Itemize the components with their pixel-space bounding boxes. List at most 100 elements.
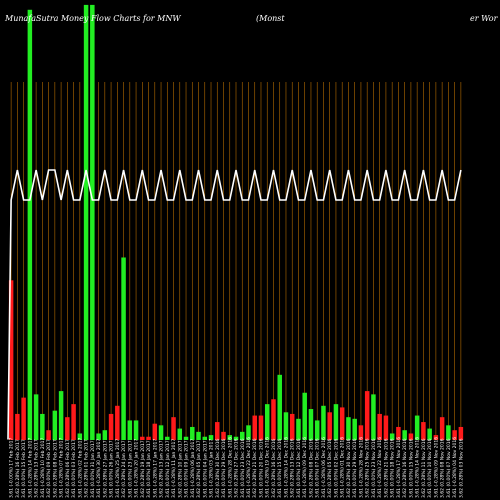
- volume-bar: [183, 436, 189, 440]
- x-tick-label: 3.61 (-0.28%) 22 Nov 2016: [377, 437, 383, 498]
- volume-bar: [208, 435, 214, 440]
- volume-bar: [408, 433, 414, 440]
- x-tick-label: 3.61 (-0.28%) 09 Dec 2016: [302, 437, 308, 498]
- volume-bar: [252, 415, 257, 440]
- volume-bar: [452, 430, 457, 440]
- x-tick-label: 3.61 (0.00%) 20 Dec 2016: [258, 438, 264, 498]
- x-tick-label: 3.61 (0.00%) 23 Nov 2016: [371, 438, 377, 498]
- volume-bar: [227, 435, 232, 440]
- volume-bar: [83, 4, 89, 440]
- volume-bar: [90, 4, 95, 440]
- x-tick-label: 3.61 (0.00%) 12 Jan 2017: [165, 440, 171, 498]
- x-tick-label: 3.61 (0.00%) 09 Jan 2017: [184, 440, 190, 498]
- x-tick-label: 3.62 (0.28%) 30 Nov 2016: [346, 438, 352, 498]
- x-tick-label: 3.61 (-0.28%) 10 Feb 2017: [40, 438, 46, 498]
- x-tick-label: 3.61 (-0.28%) 28 Dec 2016: [227, 437, 233, 498]
- volume-bar: [433, 435, 439, 440]
- x-tick-label: 3.61 (0.00%) 02 Dec 2016: [333, 438, 339, 498]
- volume-bar: [302, 392, 307, 440]
- x-tick-label: 3.62 (0.28%) 16 Feb 2017: [15, 439, 21, 498]
- volume-bar: [177, 428, 183, 440]
- x-tick-label: 3.62 (0.28%) 01 Feb 2017: [84, 439, 90, 498]
- x-tick-label: 3.62 (0.28%) 13 Feb 2017: [34, 439, 40, 498]
- volume-bar: [271, 399, 276, 440]
- x-tick-label: 3.62 (0.28%) 06 Feb 2017: [65, 439, 71, 498]
- x-tick-label: 3.62 (0.28%) 30 Dec 2016: [215, 438, 221, 498]
- x-tick-label: 3.61 (-0.28%) 03 Jan 2017: [209, 439, 215, 498]
- volume-bar: [277, 374, 282, 440]
- volume-bar: [414, 415, 420, 440]
- x-tick-label: 3.61 (0.00%) 29 Dec 2016: [221, 438, 227, 498]
- volume-bar: [52, 410, 58, 440]
- volume-bar: [321, 405, 326, 440]
- x-tick-label: 3.62 (0.28%) 27 Dec 2016: [234, 438, 240, 498]
- x-tick-label: 3.61 (-0.28%) 20 Jan 2017: [134, 439, 140, 498]
- x-tick-label: 3.61 (0.00%) 07 Dec 2016: [315, 438, 321, 498]
- x-tick-label: 3.61 (-0.28%) 07 Feb 2017: [59, 438, 65, 498]
- volume-bar: [289, 413, 295, 440]
- volume-bar: [258, 415, 264, 440]
- x-tick-label: 3.61 (-0.28%) 04 Nov 2016: [452, 437, 458, 498]
- x-tick-label: 3.61 (-0.28%) 25 Jan 2017: [115, 439, 121, 498]
- x-tick-label: 3.61 (0.00%) 15 Nov 2016: [408, 438, 414, 498]
- volume-bar: [146, 436, 151, 440]
- x-tick-label: 3.61 (-0.28%) 22 Dec 2016: [246, 437, 252, 498]
- x-tick-labels: 3.61 (-0.00%) 17 Feb 2017 3.62 (0.28%) 16…: [9, 437, 465, 498]
- volume-bar: [346, 417, 351, 440]
- x-tick-label: 3.62 (0.28%) 19 Jan 2017: [140, 440, 146, 498]
- volume-bar: [27, 9, 33, 441]
- volume-bar: [427, 428, 432, 440]
- volume-bar: [383, 415, 389, 440]
- volume-bar: [196, 431, 201, 440]
- volume-bar: [458, 426, 464, 440]
- x-tick-label: 3.62 (0.28%) 13 Jan 2017: [159, 440, 165, 498]
- volume-bar: [364, 391, 370, 440]
- x-tick-label: 3.62 (0.28%) 13 Dec 2016: [290, 438, 296, 498]
- volume-bar: [215, 422, 220, 440]
- volume-bar: [40, 413, 45, 440]
- volume-bar: [421, 422, 426, 440]
- volume-bar: [121, 257, 126, 440]
- x-tick-label: 3.61 (-0.28%) 17 Jan 2017: [152, 439, 158, 498]
- x-tick-label: 3.61 (0.00%) 29 Nov 2016: [352, 438, 358, 498]
- x-tick-label: 3.61 (0.00%) 15 Feb 2017: [21, 439, 27, 498]
- x-tick-label: 3.62 (0.28%) 24 Jan 2017: [121, 440, 127, 498]
- x-tick-label: 3.62 (0.28%) 16 Dec 2016: [271, 438, 277, 498]
- x-tick-label: 3.61 (0.00%) 18 Nov 2016: [390, 438, 396, 498]
- x-tick-label: 3.61 (0.00%) 23 Dec 2016: [240, 438, 246, 498]
- volume-bar: [165, 436, 170, 440]
- x-tick-label: 3.62 (0.28%) 25 Nov 2016: [365, 438, 371, 498]
- volume-bar: [314, 420, 320, 440]
- volume-bar: [15, 413, 20, 440]
- x-tick-label: 3.61 (-0.28%) 06 Dec 2016: [321, 437, 327, 498]
- x-tick-label: 3.61 (-0.28%) 11 Jan 2017: [171, 439, 177, 498]
- x-tick-label: 3.61 (0.00%) 04 Jan 2017: [202, 440, 208, 498]
- volume-bar: [96, 433, 101, 440]
- volume-bar: [190, 426, 195, 440]
- chart-title-left: MunafaSutra Money Flow Charts for MNW: [4, 14, 181, 23]
- x-tick-label: 3.62 (0.28%) 21 Nov 2016: [383, 438, 389, 498]
- volume-bar: [246, 425, 251, 440]
- x-tick-label: 3.61 (-0.28%) 01 Dec 2016: [340, 437, 346, 498]
- volume-bar: [127, 420, 133, 440]
- x-tick-label: 3.62 (0.28%) 21 Dec 2016: [252, 438, 258, 498]
- volume-bar: [396, 426, 401, 440]
- volume-bar: [102, 430, 108, 440]
- volume-bar: [158, 425, 164, 440]
- volume-bar: [333, 404, 339, 440]
- volume-bar: [233, 436, 239, 440]
- volume-bar: [389, 433, 395, 440]
- x-tick-label: 3.61 (-0.28%) 30 Jan 2017: [96, 439, 102, 498]
- volume-bar: [264, 404, 270, 440]
- volume-bar: [446, 425, 451, 440]
- x-tick-label: 3.62 (0.28%) 05 Jan 2017: [196, 440, 202, 498]
- volume-bar: [65, 417, 70, 440]
- x-tick-label: 3.61 (0.00%) 03 Feb 2017: [71, 439, 77, 498]
- x-tick-label: 3.61 (0.00%) 18 Jan 2017: [146, 440, 152, 498]
- volume-bar: [358, 425, 364, 440]
- volume-bar: [58, 391, 64, 440]
- x-tick-label: 3.61 (0.00%) 23 Jan 2017: [127, 440, 133, 498]
- x-tick-label: 3.61 (0.00%) 26 Jan 2017: [109, 440, 115, 498]
- volume-bar: [108, 413, 114, 440]
